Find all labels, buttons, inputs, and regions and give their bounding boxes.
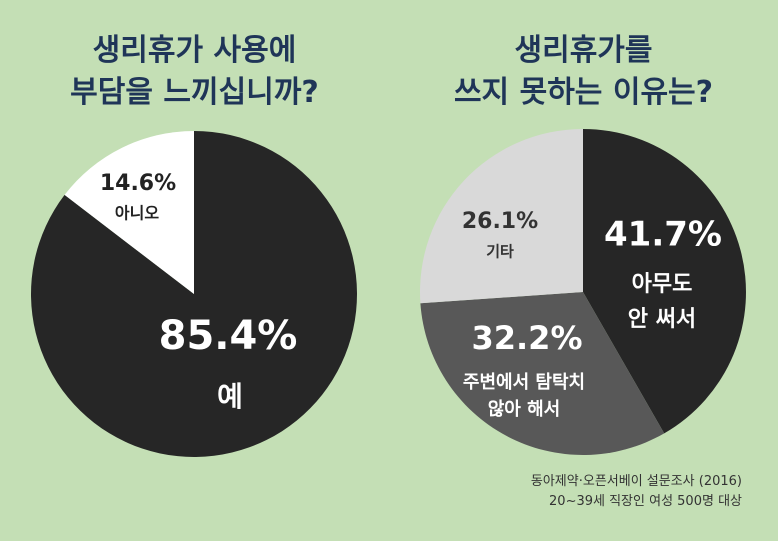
- left-title-line-2: 부담을 느끼십니까?: [70, 75, 319, 110]
- pie-0-slice-0-label-0: 예: [217, 380, 243, 413]
- pie-1-slice-0: [583, 129, 746, 434]
- pie-1-slice-2-label-0: 기타: [486, 243, 514, 261]
- pie-0-slice-0-value: 85.4%: [159, 313, 298, 359]
- pie-1-slice-0-label-1: 안 써서: [628, 307, 696, 332]
- pie-1-slice-2-value: 26.1%: [462, 209, 538, 234]
- pie-0-slice-1-value: 14.6%: [100, 171, 176, 196]
- source-line-2: 20~39세 직장인 여성 500명 대상: [549, 494, 742, 509]
- pie-0-slice-1: [64, 131, 194, 294]
- pie-1-slice-1-label-0: 주변에서 탐탁치: [463, 372, 585, 393]
- pie-1-slice-1-label-1: 않아 해서: [488, 399, 561, 420]
- source-line-1: 동아제약·오픈서베이 설문조사 (2016): [530, 474, 742, 489]
- right-title-line-2: 쓰지 못하는 이유는?: [453, 75, 714, 110]
- right-title-line-1: 생리휴가를: [514, 33, 653, 68]
- left-title-line-1: 생리휴가 사용에: [92, 33, 297, 68]
- pie-1-slice-2: [420, 129, 583, 304]
- left-pie-chart: 85.4% 예 14.6% 아니오: [31, 131, 358, 457]
- pie-1-slice-1: [420, 292, 665, 455]
- pie-1-slice-0-label-0: 아무도: [632, 272, 693, 297]
- right-chart-title: 생리휴가를 쓰지 못하는 이유는?: [389, 30, 778, 114]
- pie-1-slice-1-value: 32.2%: [471, 319, 582, 357]
- pie-0-slice-1-label-0: 아니오: [115, 204, 159, 223]
- left-chart-title: 생리휴가 사용에 부담을 느끼십니까?: [0, 30, 389, 114]
- source-note: 동아제약·오픈서베이 설문조사 (2016) 20~39세 직장인 여성 500…: [531, 472, 742, 512]
- pie-0-slice-0: [31, 131, 358, 457]
- pie-1-slice-0-value: 41.7%: [604, 215, 722, 255]
